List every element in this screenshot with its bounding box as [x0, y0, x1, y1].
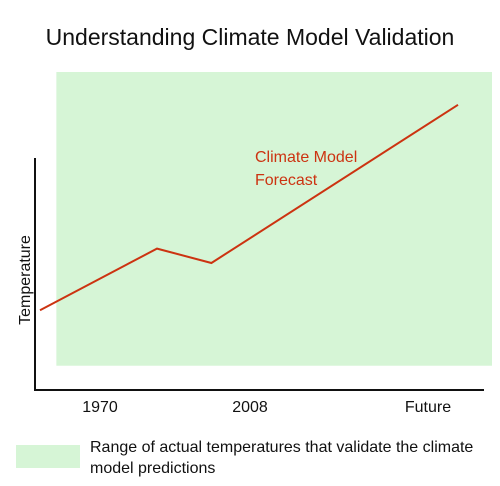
x-tick-label-1: 2008 — [232, 399, 268, 416]
series-label-climate-model-forecast: Climate Model Forecast — [255, 149, 357, 189]
actual-temperature-range-band — [56, 72, 493, 366]
x-tick-label-2: Future — [405, 399, 451, 416]
series-line-0 — [39, 103, 459, 312]
y-axis-title: Temperature — [17, 235, 34, 325]
legend-label-actual-range: Range of actual temperatures that valida… — [90, 439, 474, 477]
legend: Range of actual temperatures that valida… — [16, 436, 486, 480]
x-tick-labels: 1970 2008 Future — [82, 399, 451, 416]
x-tick-label-0: 1970 — [82, 399, 118, 416]
legend-swatch-actual-range — [16, 445, 80, 468]
chart-title: Understanding Climate Model Validation — [45, 24, 455, 50]
series-layer — [39, 103, 459, 312]
